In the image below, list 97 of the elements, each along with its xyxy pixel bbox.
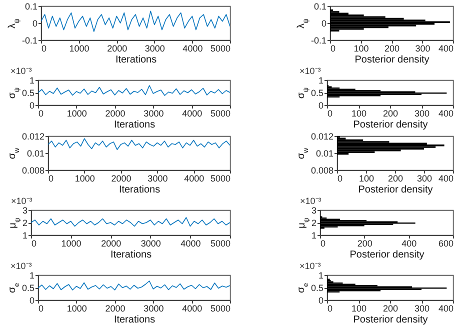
x-tick-label: 3000 (148, 174, 168, 184)
y-tick-label: 0.01 (26, 148, 44, 158)
x-tick-label: 1000 (74, 174, 95, 184)
y-tick-label: 0.012 (22, 132, 44, 142)
x-tick-label: 3000 (144, 108, 164, 118)
x-tick-label: 400 (438, 44, 454, 54)
x-tick-label: 200 (382, 108, 398, 118)
x-axis-title: Iterations (118, 184, 160, 196)
y-tick-label: 0.5 (22, 283, 34, 293)
x-axis-title: Iterations (115, 54, 157, 66)
x-tick-label: 4000 (182, 304, 202, 314)
y-tick-label: 1 (29, 270, 34, 280)
x-tick-label: 2000 (111, 174, 132, 184)
text: ×10⁻³ (10, 196, 32, 206)
x-tick-label: 200 (357, 238, 372, 248)
x-tick-label: 100 (351, 304, 367, 314)
x-tick-label: 200 (384, 44, 400, 54)
x-tick-label: 100 (351, 108, 367, 118)
x-tick-label: 600 (438, 238, 454, 248)
y-tick-label: 2 (311, 218, 316, 228)
x-tick-label: 2000 (107, 44, 128, 54)
x-tick-label: 100 (358, 174, 374, 184)
y-tick-label: 0.008 (22, 166, 44, 176)
y-tick-label: 0.5 (310, 283, 324, 293)
x-tick-label: 4000 (184, 174, 204, 184)
y-tick-label: 0.1 (314, 2, 326, 12)
y-tick-label: -0.1 (22, 36, 38, 46)
x-tick-label: 4000 (180, 238, 201, 248)
x-tick-label: 1000 (66, 108, 87, 118)
y-tick-label: 1 (29, 76, 34, 86)
y-tick-label: 1 (318, 270, 324, 280)
y-tick-label: 1 (22, 230, 28, 240)
x-axis-title: Posterior density (358, 184, 433, 196)
x-tick-label: 3000 (144, 44, 165, 54)
line-series (48, 138, 230, 150)
x-axis-title: Posterior density (354, 54, 430, 66)
x-tick-label: 5000 (210, 238, 230, 248)
x-tick-label: 300 (416, 174, 432, 184)
y-tick-label: 0.5 (310, 88, 324, 98)
y-tick-label: 0.012 (310, 132, 334, 142)
x-tick-label: 1000 (66, 304, 87, 314)
x-axis-title: Iterations (114, 314, 156, 325)
x-tick-label: 400 (438, 304, 454, 314)
y-tick-label: 0 (318, 100, 324, 110)
text: ×10⁻³ (10, 66, 32, 76)
line-series (38, 85, 230, 96)
x-axis-title: Posterior density (350, 250, 424, 260)
x-tick-label: 2000 (105, 108, 126, 118)
line-series (41, 10, 230, 32)
y-tick-label: 2 (22, 218, 28, 228)
x-tick-label: 1000 (69, 44, 90, 54)
x-tick-label: 2000 (105, 304, 126, 314)
x-axis-title: Iterations (110, 250, 152, 260)
text: ×10⁻³ (10, 261, 32, 271)
x-tick-label: 300 (414, 304, 430, 314)
x-tick-label: 400 (438, 108, 454, 118)
x-tick-label: 5000 (210, 44, 230, 54)
x-tick-label: 1000 (61, 238, 82, 248)
x-tick-label: 5000 (210, 304, 230, 314)
x-tick-label: 0 (338, 174, 343, 184)
x-tick-label: 5000 (210, 174, 230, 184)
x-tick-label: 400 (402, 238, 417, 248)
text: ×10⁻³ (299, 66, 321, 76)
x-tick-label: 2000 (101, 238, 122, 248)
x-axis-title: Posterior density (353, 314, 428, 325)
x-axis-title: Iterations (114, 120, 156, 130)
x-tick-label: 400 (438, 174, 454, 184)
y-tick-label: 0.1 (24, 2, 38, 12)
x-tick-label: 300 (415, 44, 430, 54)
y-tick-label: 0 (29, 100, 34, 110)
x-tick-label: 5000 (210, 108, 230, 118)
x-tick-label: 300 (414, 108, 430, 118)
y-tick-label: 0.01 (316, 148, 334, 158)
x-tick-label: 3000 (144, 304, 164, 314)
y-tick-label: 1 (318, 76, 324, 86)
line-series (31, 217, 230, 227)
x-tick-label: 4000 (182, 44, 203, 54)
x-axis-title: Posterior density (353, 120, 428, 130)
y-tick-label: 0 (318, 296, 324, 306)
x-tick-label: 200 (382, 304, 398, 314)
y-tick-label: 3 (22, 206, 28, 216)
y-tick-label: 0 (32, 18, 38, 28)
y-tick-label: -0.1 (310, 36, 326, 46)
x-tick-label: 4000 (182, 108, 202, 118)
y-tick-label: 0 (321, 18, 326, 28)
y-tick-label: 0.008 (310, 166, 334, 176)
x-tick-label: 0 (48, 174, 54, 184)
y-tick-label: 1 (311, 230, 316, 240)
x-tick-label: 200 (388, 174, 404, 184)
text: ×10⁻³ (299, 261, 321, 271)
x-tick-label: 3000 (140, 238, 161, 248)
y-tick-label: 0 (29, 296, 34, 306)
x-tick-label: 100 (354, 44, 369, 54)
y-tick-label: 0.5 (22, 88, 34, 98)
line-series (38, 280, 230, 290)
y-tick-label: 3 (311, 206, 316, 216)
text: ×10⁻³ (300, 196, 322, 206)
